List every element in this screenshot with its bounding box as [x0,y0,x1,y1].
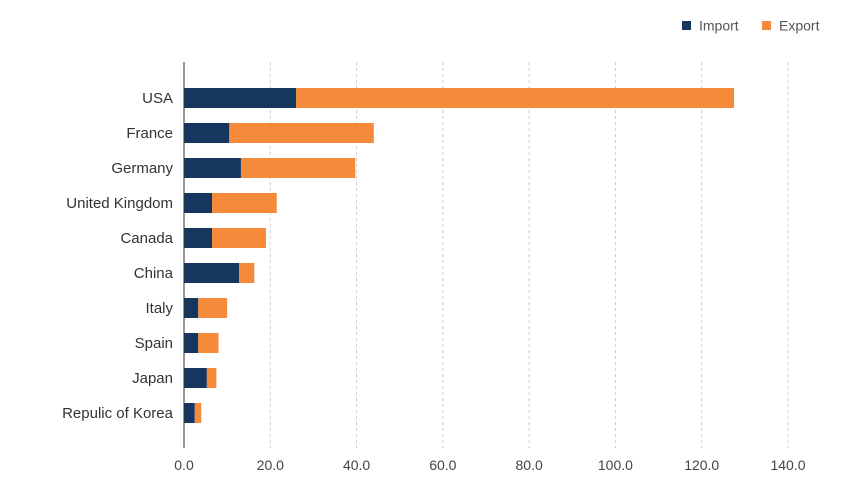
y-category-label: Japan [132,370,173,387]
x-tick-label: 40.0 [343,457,370,473]
bars [184,88,735,423]
y-category-label: Canada [120,230,173,247]
y-category-label: United Kingdom [66,195,173,212]
y-category-label: France [126,125,173,142]
axes: 0.0 20.0 40.0 60.0 80.0 100.0 120.0 140.0 USA Fra… [62,62,806,473]
y-category-label: USA [142,90,173,107]
bar-import-united-kingdom [184,193,213,213]
bar-export-spain [198,333,219,353]
bar-export-canada [212,228,266,248]
legend-swatch-export [762,21,771,30]
bar-import-france [184,123,230,143]
bar-import-china [184,263,240,283]
bar-export-germany [240,158,356,178]
bar-export-repulic-of-korea [194,403,202,423]
bar-export-usa [296,88,735,108]
x-tick-label: 20.0 [257,457,284,473]
bar-import-japan [184,368,207,388]
y-category-label: Repulic of Korea [62,405,174,422]
y-category-label: Germany [111,160,173,177]
y-category-label: Spain [135,335,173,352]
x-tick-label: 100.0 [598,457,633,473]
grid-lines [269,62,789,448]
x-tick-label: 120.0 [684,457,719,473]
x-tick-label: 140.0 [770,457,805,473]
bar-export-italy [198,298,228,318]
bar-import-spain [184,333,199,353]
bar-export-united-kingdom [212,193,277,213]
legend-label-export: Export [779,18,820,34]
legend-label-import: Import [699,18,739,34]
bar-export-japan [206,368,217,388]
bar-import-germany [184,158,241,178]
bar-export-china [239,263,255,283]
bar-import-repulic-of-korea [184,403,195,423]
bar-import-canada [184,228,213,248]
bar-import-italy [184,298,199,318]
y-category-label: Italy [145,300,173,317]
x-tick-label: 60.0 [429,457,456,473]
bar-import-usa [184,88,297,108]
y-category-label: China [134,265,174,282]
legend: Import Export [682,18,820,34]
x-tick-label: 0.0 [174,457,194,473]
bar-export-france [229,123,374,143]
x-tick-label: 80.0 [516,457,543,473]
legend-swatch-import [682,21,691,30]
